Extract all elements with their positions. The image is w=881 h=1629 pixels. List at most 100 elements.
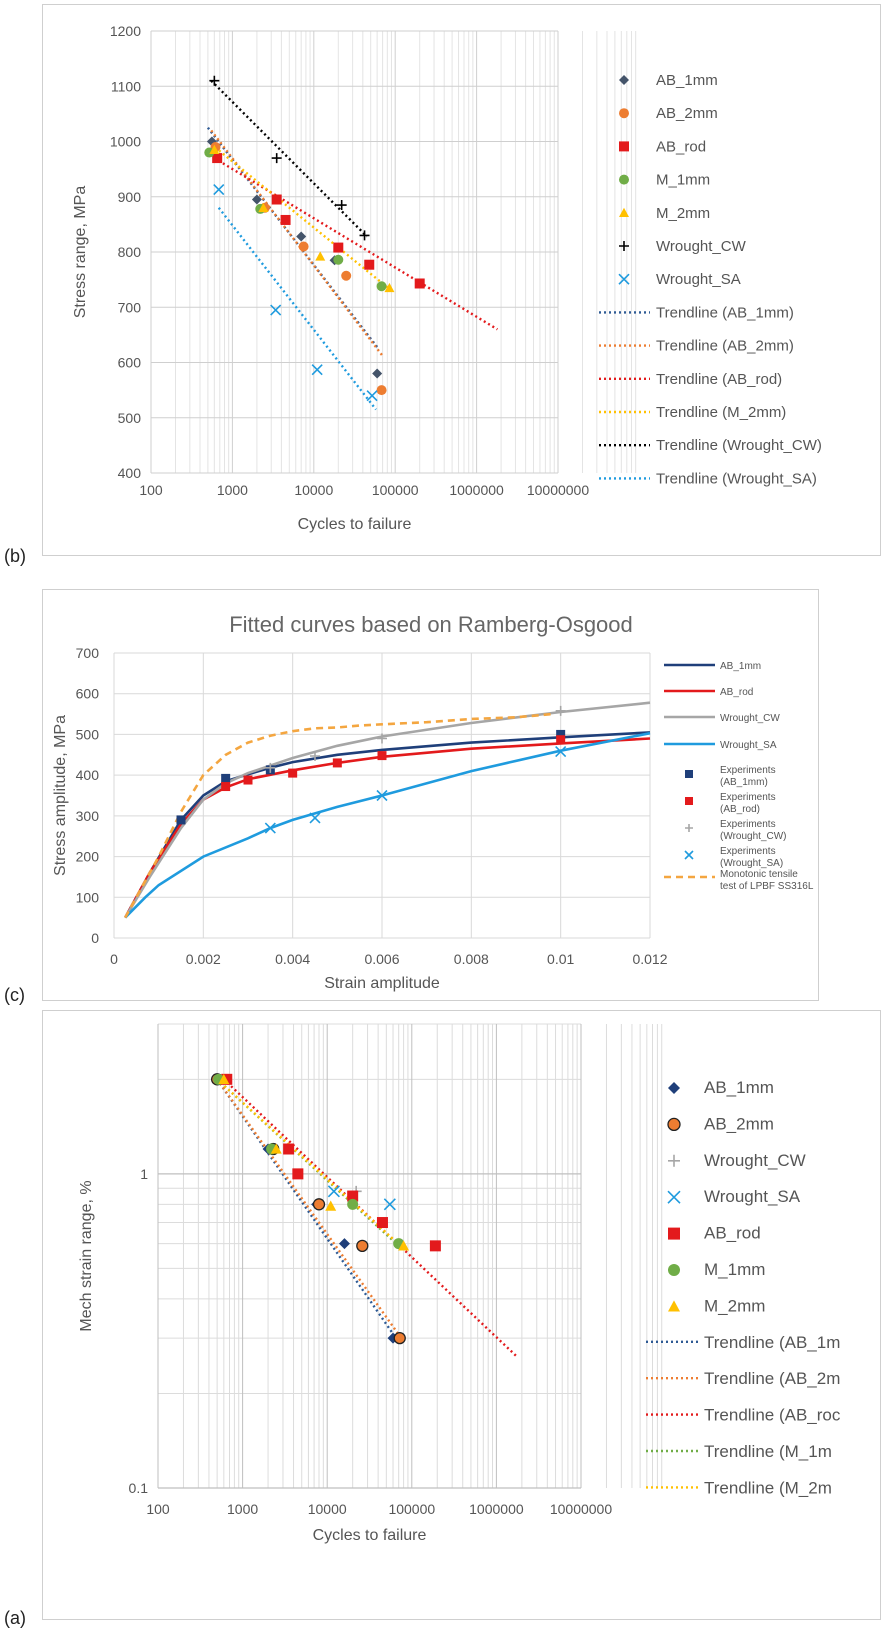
legend-marker-m-2mm — [668, 1300, 680, 1312]
y-tick-label: 300 — [76, 808, 100, 824]
legend-label: Wrought_SA — [656, 271, 741, 288]
legend-label: Trendline (M_1m — [704, 1442, 832, 1461]
point-m-2mm — [325, 1200, 337, 1211]
legend-label: AB_rod — [720, 687, 753, 698]
y-axis-title: Stress amplitude, MPa — [52, 715, 69, 876]
trendline-trendline-wrought-cw — [210, 79, 368, 238]
point-experiments-wrought-sa — [555, 745, 567, 758]
point-experiments-ab-rod — [556, 735, 566, 745]
x-axis-title: Cycles to failure — [313, 1527, 427, 1544]
point-ab-2mm — [356, 1239, 369, 1253]
x-tick-label: 1000 — [217, 482, 248, 498]
point-experiments-ab-1mm — [176, 815, 186, 825]
y-tick-label: 100 — [76, 889, 100, 905]
legend-label: Wrought_CW — [720, 713, 780, 724]
legend-marker-m-2mm — [619, 207, 629, 218]
legend-label: AB_1mm — [720, 661, 761, 672]
point-ab-rod — [364, 259, 375, 270]
y-tick-label: 900 — [118, 189, 142, 205]
x-tick-label: 10000 — [294, 482, 333, 498]
legend-label: M_1mm — [704, 1260, 765, 1279]
legend-marker-experiments-ab-1mm — [685, 770, 693, 778]
curve-ab-1mm — [124, 731, 651, 919]
legend-label: AB_2mm — [656, 105, 718, 122]
point-ab-2mm — [341, 270, 352, 281]
x-tick-label: 100 — [139, 482, 163, 498]
y-tick-label: 700 — [76, 645, 100, 661]
point-m-2mm — [315, 251, 326, 261]
x-tick-label: 1000000 — [449, 482, 504, 498]
legend-label: Trendline (AB_roc — [704, 1406, 841, 1425]
legend-marker-experiments-wrought-cw — [685, 824, 693, 832]
x-tick-label: 10000000 — [527, 482, 590, 498]
y-tick-label: 0 — [91, 930, 99, 946]
curve-monotonic-tensile-test-of-lpbf-ss316l — [124, 712, 552, 919]
point-m-2mm — [218, 1073, 230, 1084]
legend-label: Trendline (AB_2mm) — [656, 338, 794, 355]
curve-wrought-sa — [124, 731, 651, 919]
legend-marker-ab-rod — [668, 1227, 680, 1240]
point-ab-1mm — [251, 194, 262, 205]
legend-label: AB_rod — [656, 138, 706, 155]
x-tick-label: 0.006 — [364, 951, 399, 967]
legend-label: Wrought_SA — [704, 1187, 801, 1206]
point-ab-2mm — [376, 385, 387, 396]
point-wrought-sa — [383, 1198, 396, 1211]
legend-marker-wrought-sa — [667, 1190, 681, 1204]
x-tick-label: 0.01 — [547, 951, 574, 967]
x-tick-label: 1000000 — [469, 1501, 524, 1517]
legend-label: Trendline (Wrought_SA) — [656, 470, 817, 487]
x-axis-title: Strain amplitude — [324, 975, 440, 992]
point-ab-rod — [280, 214, 291, 225]
point-wrought-sa — [213, 184, 225, 196]
chart-a: 100 1000 10000 100000 1000000 10000000 0.1 1 Cyc… — [78, 1023, 841, 1544]
y-tick-label: 1100 — [111, 78, 141, 94]
point-ab-rod — [271, 194, 282, 205]
point-m-2mm — [384, 282, 395, 293]
point-wrought-sa — [270, 304, 282, 316]
chart-panel-b: 100 1000 10000 100000 1000000 10000000 400 500 6… — [42, 4, 881, 556]
y-tick-label: 500 — [118, 410, 142, 426]
y-tick-label: 1000 — [110, 134, 141, 150]
point-experiments-wrought-cw — [310, 751, 320, 762]
point-experiments-wrought-sa — [376, 789, 388, 802]
x-tick-label: 10000 — [308, 1501, 347, 1517]
curve-wrought-cw — [124, 701, 651, 919]
point-experiments-wrought-cw — [265, 762, 276, 773]
chart-title: Fitted curves based on Ramberg-Osgood — [229, 612, 633, 637]
chart-panel-a: 100 1000 10000 100000 1000000 10000000 0.1 1 Cyc… — [42, 1010, 881, 1620]
legend-marker-experiments-ab-rod — [685, 797, 693, 805]
legend-marker-wrought-cw — [668, 1154, 680, 1167]
x-tick-label: 100000 — [372, 482, 419, 498]
panel-label-a: (a) — [4, 1608, 26, 1628]
legend-label: Trendline (Wrought_CW) — [656, 437, 822, 454]
point-wrought-cw — [336, 200, 347, 211]
legend-marker-m-1mm — [619, 174, 629, 185]
legend-marker-ab-1mm — [619, 75, 629, 85]
point-ab-1mm — [296, 231, 307, 242]
point-experiments-ab-1mm — [556, 729, 566, 739]
legend-label: Experiments — [720, 765, 776, 776]
x-tick-label: 0.004 — [275, 951, 310, 967]
y-tick-label: 700 — [118, 299, 142, 315]
point-wrought-cw — [359, 230, 370, 241]
legend-label: Trendline (M_2m — [704, 1478, 832, 1497]
point-m-2mm — [398, 1240, 410, 1251]
legend-label: test of LPBF SS316L — [720, 881, 814, 892]
panel-label-c: (c) — [4, 985, 25, 1005]
point-wrought-cw — [209, 75, 220, 86]
y-tick-label: 1 — [140, 1166, 148, 1182]
point-ab-rod — [429, 1240, 441, 1252]
point-ab-rod — [212, 153, 223, 164]
x-tick-label: 100 — [146, 1501, 170, 1517]
point-m-1mm — [333, 254, 344, 265]
y-tick-label: 600 — [118, 355, 142, 371]
legend-marker-m-1mm — [668, 1264, 680, 1276]
point-m-2mm — [270, 1143, 282, 1154]
curve-ab-rod — [124, 737, 651, 919]
point-experiments-ab-rod — [243, 775, 253, 785]
point-ab-2mm — [393, 1331, 406, 1345]
x-tick-label: 0.008 — [454, 951, 489, 967]
point-experiments-ab-rod — [377, 751, 387, 761]
legend-label: M_2mm — [704, 1296, 765, 1315]
